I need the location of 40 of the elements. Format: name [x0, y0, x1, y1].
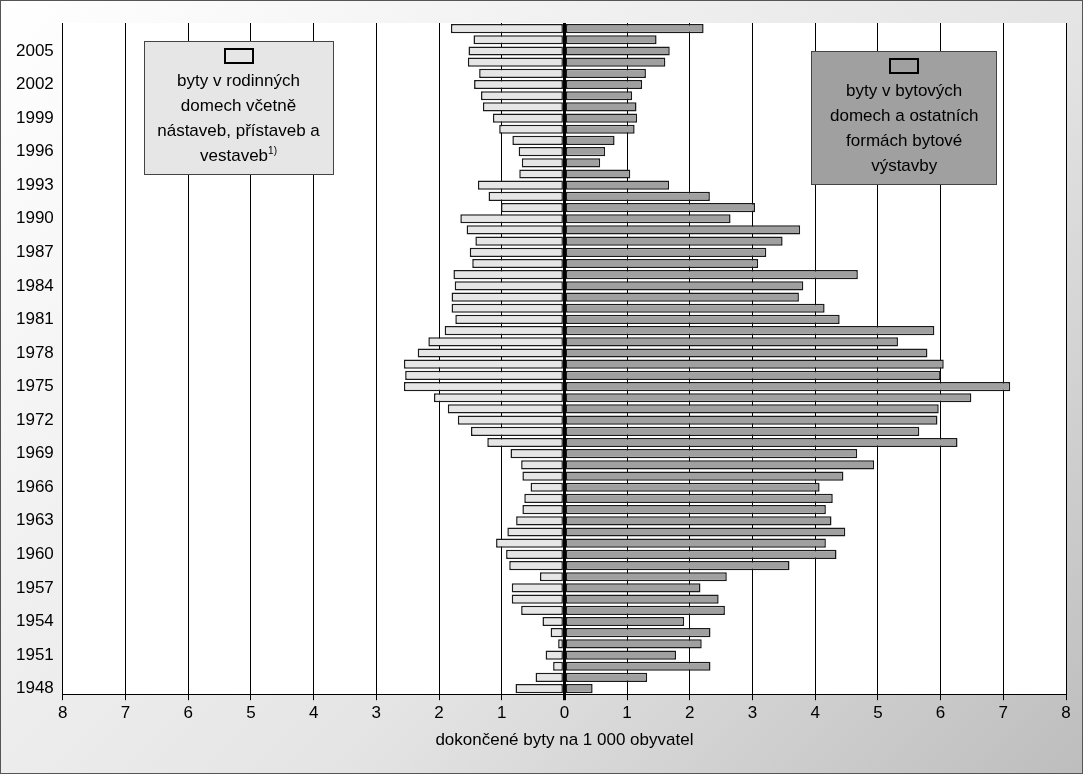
x-tick-label: 3	[371, 703, 382, 723]
y-tick-label: 1999	[15, 107, 54, 127]
y-tick-label: 1993	[15, 174, 54, 194]
legend-label: byty v bytových domech a ostatních formách bytové výstavby	[829, 80, 980, 177]
y-tick-label: 1969	[15, 443, 54, 463]
y-tick-label: 1957	[15, 577, 54, 597]
x-tick-label: 1	[496, 703, 507, 723]
y-tick-label: 1948	[15, 678, 54, 698]
x-tick-label: 4	[810, 703, 820, 723]
y-tick-label: 1987	[15, 242, 54, 262]
y-tick-label: 2002	[15, 74, 54, 94]
y-tick-label: 1978	[15, 342, 54, 362]
y-tick-label: 1996	[15, 141, 54, 161]
x-tick-label: 0	[559, 703, 570, 723]
x-tick-label: 5	[873, 703, 883, 723]
legend-label: byty v rodinných domech včetně nástaveb, přístaveb a vestaveb$^{1)}$	[156, 70, 321, 167]
y-tick-label: 1951	[15, 644, 54, 664]
x-tick-label: 7	[998, 703, 1009, 723]
x-tick-label: 3	[747, 703, 758, 723]
y-tick-label: 1966	[15, 476, 54, 496]
x-tick-label: 7	[120, 703, 131, 723]
y-tick-label: 2005	[15, 40, 54, 60]
y-tick-label: 1963	[15, 510, 54, 530]
y-tick-label: 1954	[15, 611, 54, 631]
x-tick-label: 2	[434, 703, 444, 723]
y-tick-label: 1960	[15, 544, 54, 564]
x-tick-label: 6	[183, 703, 193, 723]
x-tick-label: 4	[308, 703, 319, 723]
x-tick-label: 8	[58, 703, 68, 723]
y-tick-label: 1975	[15, 376, 54, 396]
x-tick-label: 8	[1061, 703, 1071, 723]
y-tick-label: 1990	[15, 208, 54, 228]
x-tick-label: 2	[685, 703, 695, 723]
x-tick-label: 6	[935, 703, 946, 723]
x-tick-label: 1	[622, 703, 632, 723]
y-tick-label: 1981	[15, 309, 54, 329]
x-axis-title: dokončené byty na 1 000 obyvatel	[435, 730, 694, 750]
x-tick-label: 5	[246, 703, 256, 723]
y-tick-label: 1972	[15, 409, 54, 429]
y-tick-label: 1984	[15, 275, 54, 295]
